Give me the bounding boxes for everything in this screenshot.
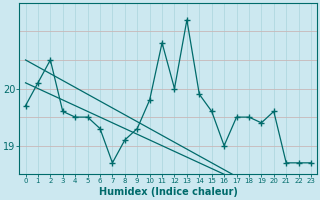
X-axis label: Humidex (Indice chaleur): Humidex (Indice chaleur): [99, 187, 238, 197]
